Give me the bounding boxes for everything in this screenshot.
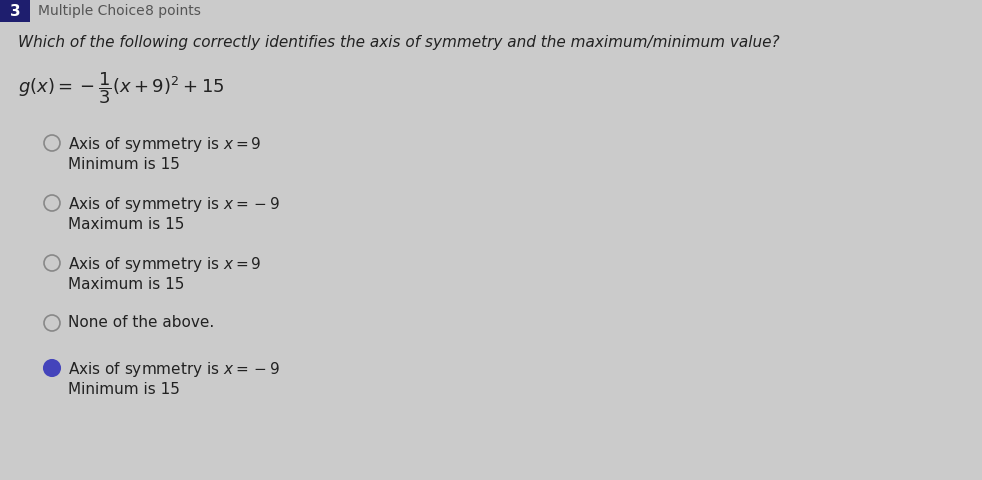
Circle shape: [44, 360, 60, 376]
Circle shape: [44, 135, 60, 151]
Text: $g(x)=-\dfrac{1}{3}(x+9)^{2}+15$: $g(x)=-\dfrac{1}{3}(x+9)^{2}+15$: [18, 70, 224, 106]
Text: Which of the following correctly identifies the axis of symmetry and the maximum: Which of the following correctly identif…: [18, 35, 780, 50]
Text: Axis of symmetry is $x = 9$: Axis of symmetry is $x = 9$: [68, 135, 261, 154]
Circle shape: [44, 315, 60, 331]
Text: Axis of symmetry is $x = -9$: Axis of symmetry is $x = -9$: [68, 195, 280, 214]
Text: Axis of symmetry is $x = -9$: Axis of symmetry is $x = -9$: [68, 360, 280, 379]
Text: Maximum is 15: Maximum is 15: [68, 217, 185, 232]
Text: Multiple Choice: Multiple Choice: [38, 4, 144, 18]
Circle shape: [44, 195, 60, 211]
Circle shape: [44, 255, 60, 271]
Text: 8 points: 8 points: [145, 4, 201, 18]
Text: None of the above.: None of the above.: [68, 315, 214, 330]
Text: Minimum is 15: Minimum is 15: [68, 382, 180, 397]
Text: Axis of symmetry is $x = 9$: Axis of symmetry is $x = 9$: [68, 255, 261, 274]
Text: Maximum is 15: Maximum is 15: [68, 277, 185, 292]
Text: 3: 3: [10, 3, 21, 19]
FancyBboxPatch shape: [0, 0, 30, 22]
Text: Minimum is 15: Minimum is 15: [68, 157, 180, 172]
